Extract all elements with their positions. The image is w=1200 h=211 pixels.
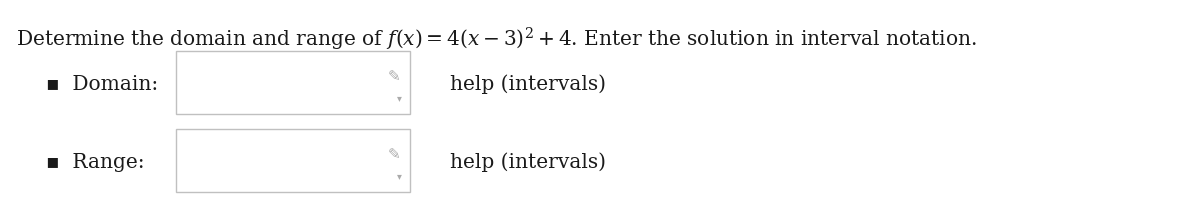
Text: ▾: ▾ xyxy=(397,93,402,103)
Text: help (intervals): help (intervals) xyxy=(450,153,606,172)
Text: ▾: ▾ xyxy=(397,171,402,181)
FancyBboxPatch shape xyxy=(176,129,410,192)
Text: Determine the domain and range of $f(x) = 4(x-3)^2 + 4$. Enter the solution in i: Determine the domain and range of $f(x) … xyxy=(16,25,977,53)
FancyBboxPatch shape xyxy=(176,51,410,114)
Text: ✎: ✎ xyxy=(388,69,400,85)
Text: ▪  Domain:: ▪ Domain: xyxy=(46,75,158,94)
Text: ▪  Range:: ▪ Range: xyxy=(46,153,144,172)
Text: help (intervals): help (intervals) xyxy=(450,74,606,94)
Text: ✎: ✎ xyxy=(388,147,400,163)
